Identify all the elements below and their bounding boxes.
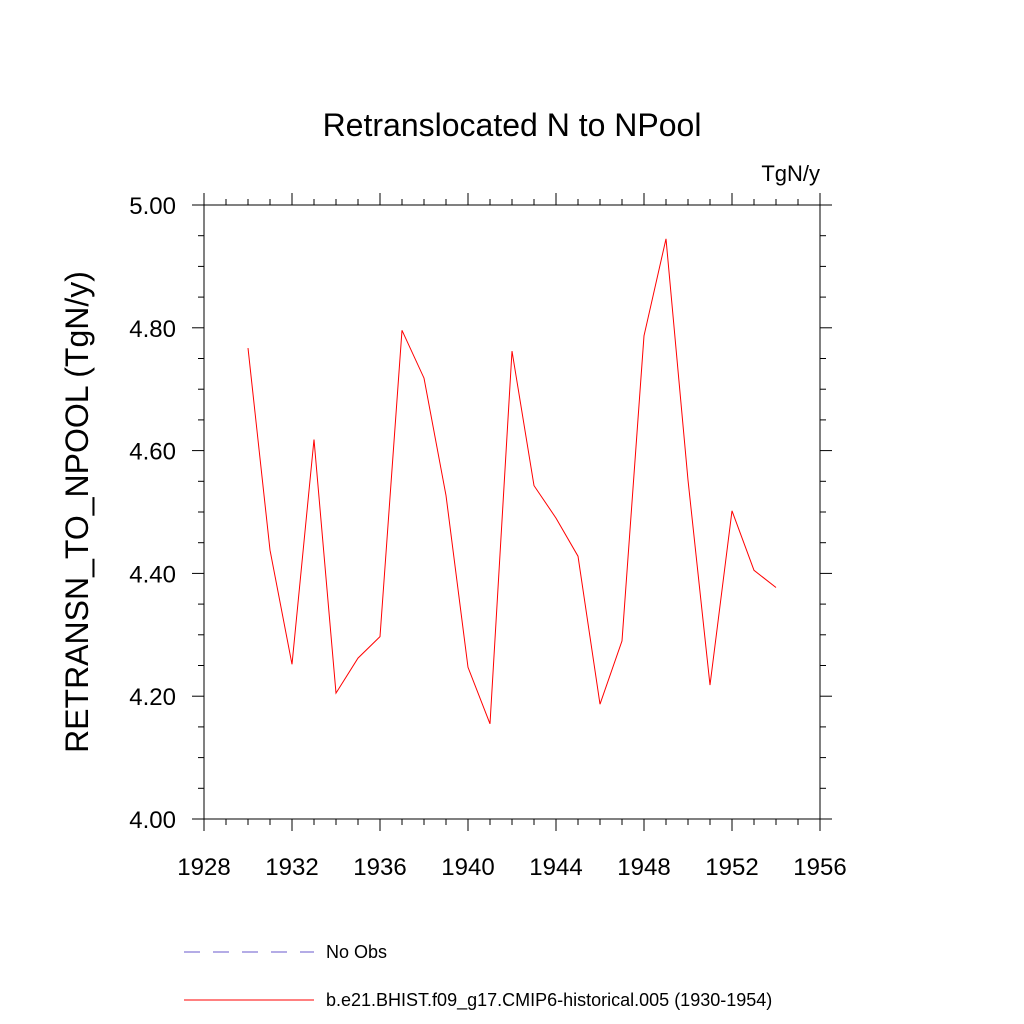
- series-line: [247, 238, 777, 724]
- x-tick-label: 1944: [529, 854, 582, 881]
- x-tick-label: 1952: [705, 854, 758, 881]
- y-tick-label: 5.00: [129, 193, 176, 220]
- minor-ticks: [198, 199, 826, 825]
- y-axis: 4.00 4.20 4.40 4.60 4.80 5.00: [129, 193, 832, 834]
- x-axis: 1928 1932 1936 1940 1944 1948 1952 1956: [177, 193, 847, 881]
- legend-label: b.e21.BHIST.f09_g17.CMIP6-historical.005…: [326, 990, 772, 1011]
- x-tick-label: 1948: [617, 854, 670, 881]
- chart-title: Retranslocated N to NPool: [323, 107, 702, 143]
- legend-label: No Obs: [326, 942, 387, 962]
- x-tick-label: 1928: [177, 854, 230, 881]
- plot-frame: [203, 204, 821, 820]
- x-tick-label: 1956: [793, 854, 846, 881]
- units-label: TgN/y: [761, 161, 820, 186]
- x-tick-label: 1940: [441, 854, 494, 881]
- x-tick-label: 1936: [353, 854, 406, 881]
- x-tick-label: 1932: [265, 854, 318, 881]
- y-axis-label: RETRANSN_TO_NPOOL (TgN/y): [59, 271, 95, 753]
- y-tick-label: 4.80: [129, 316, 176, 343]
- y-tick-label: 4.00: [129, 807, 176, 834]
- series-layer: [247, 238, 777, 724]
- y-tick-label: 4.60: [129, 439, 176, 466]
- y-tick-label: 4.40: [129, 561, 176, 588]
- y-tick-label: 4.20: [129, 684, 176, 711]
- legend: No Obs b.e21.BHIST.f09_g17.CMIP6-historic…: [184, 942, 772, 1011]
